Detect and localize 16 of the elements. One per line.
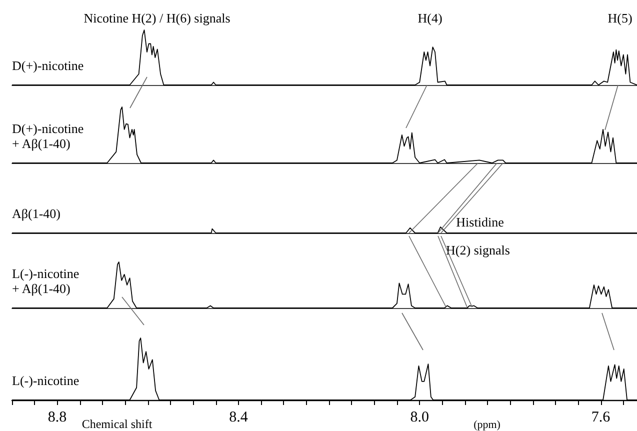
annotation: Histidine <box>456 214 504 230</box>
text: H(5) <box>608 10 632 26</box>
x-tick-label: 8.8 <box>48 410 67 426</box>
series-label: L(-)-nicotine <box>12 373 80 388</box>
series-label: D(+)-nicotine <box>12 58 84 73</box>
x-tick-label: 7.6 <box>591 410 611 426</box>
series-label: L(-)-nicotine + Aβ(1-40) <box>12 266 80 296</box>
series-label: Aβ(1-40) <box>12 206 60 221</box>
x-tick-label: 8.4 <box>229 410 248 426</box>
series-label: D(+)-nicotine + Aβ(1-40) <box>12 121 84 151</box>
x-axis-title: Chemical shift <box>82 417 153 431</box>
text: H(2) signals <box>446 242 510 258</box>
text: Nicotine H(2) / H(6) signals <box>84 10 230 26</box>
x-tick-label: 8.0 <box>410 410 429 426</box>
text: (ppm) <box>474 419 501 431</box>
text: H(4) <box>418 10 442 26</box>
